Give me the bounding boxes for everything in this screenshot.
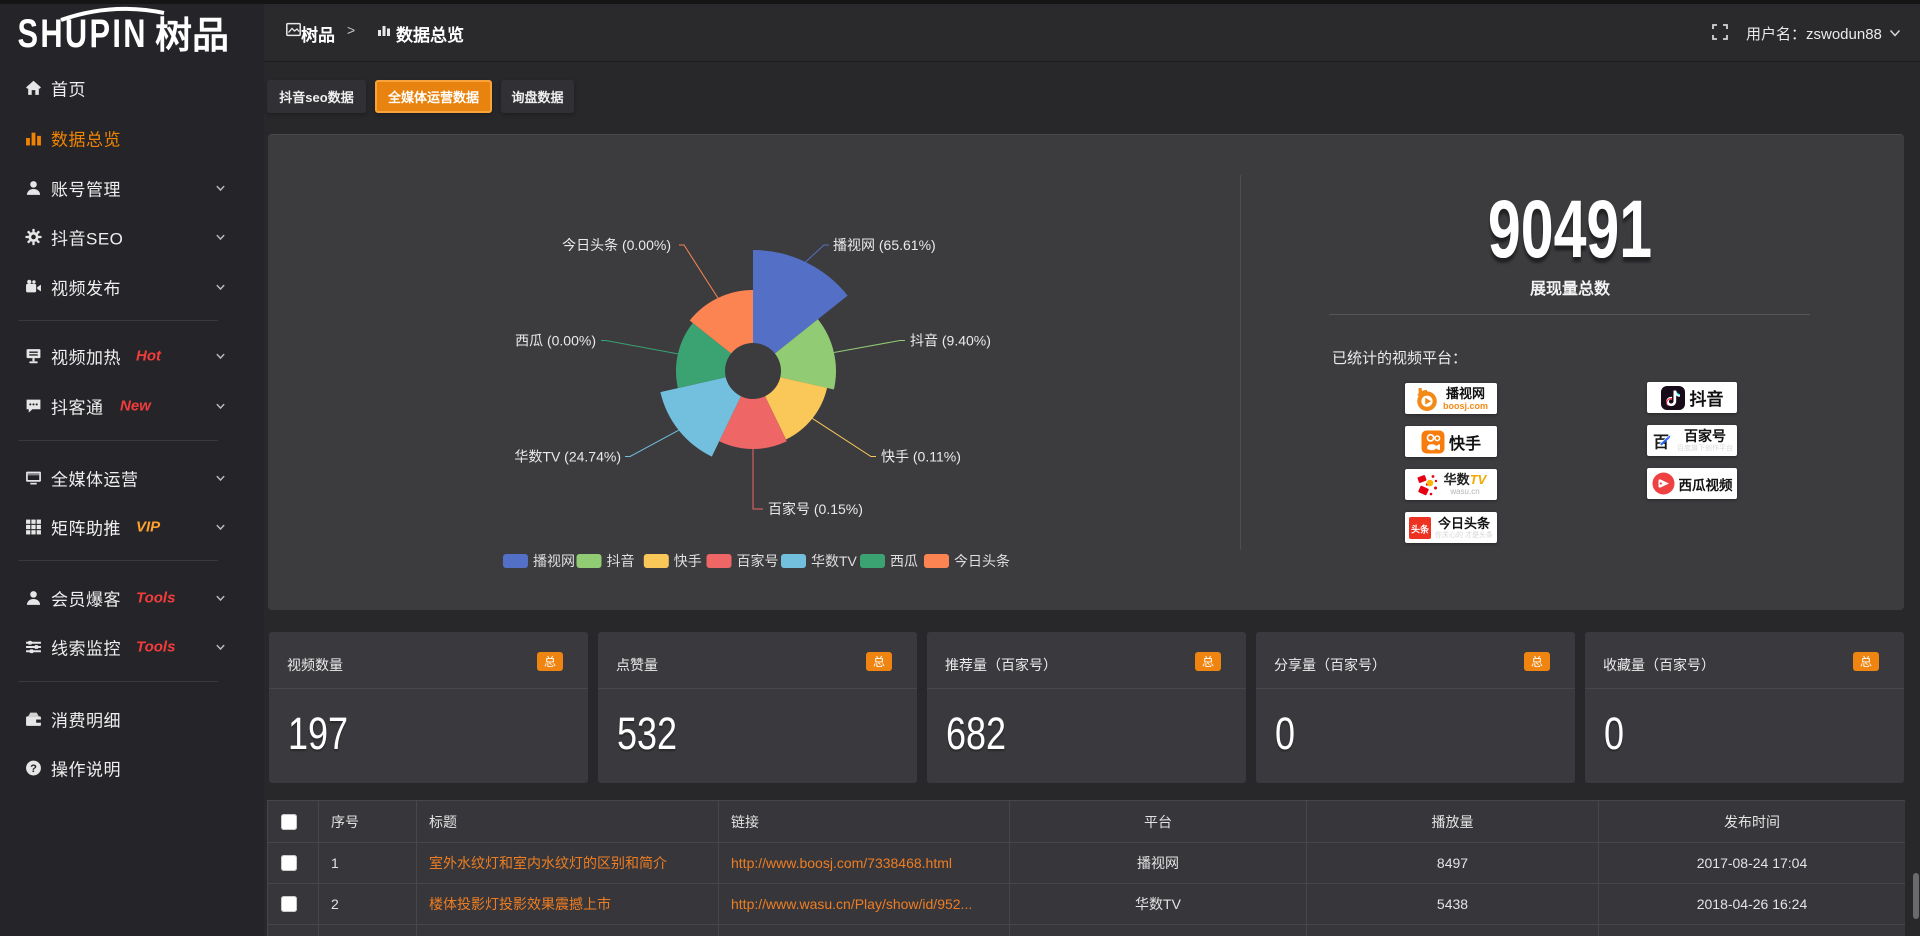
svg-text:播视网: 播视网 xyxy=(533,553,575,569)
svg-text:快手 (0.11%): 快手 (0.11%) xyxy=(881,449,961,465)
svg-text:?: ? xyxy=(30,763,37,775)
svg-text:树品: 树品 xyxy=(155,15,229,53)
svg-text:华数TV (24.74%): 华数TV (24.74%) xyxy=(514,449,621,465)
svg-text:西瓜: 西瓜 xyxy=(890,553,918,569)
svg-text:今日头条 (0.00%): 今日头条 (0.00%) xyxy=(562,237,671,253)
svg-text:头条: 头条 xyxy=(1411,523,1430,534)
svg-text:抖音: 抖音 xyxy=(607,553,635,569)
svg-text:播视网 (65.61%): 播视网 (65.61%) xyxy=(833,237,936,253)
svg-text:百家号: 百家号 xyxy=(737,553,779,569)
svg-text:今日头条: 今日头条 xyxy=(954,553,1010,569)
svg-text:快手: 快手 xyxy=(674,553,702,569)
svg-text:西瓜 (0.00%): 西瓜 (0.00%) xyxy=(515,333,596,349)
svg-text:抖音 (9.40%): 抖音 (9.40%) xyxy=(910,333,991,349)
svg-text:SHUPIN: SHUPIN xyxy=(18,11,148,53)
svg-text:百家号 (0.15%): 百家号 (0.15%) xyxy=(768,501,863,517)
svg-text:华数TV: 华数TV xyxy=(811,553,858,569)
